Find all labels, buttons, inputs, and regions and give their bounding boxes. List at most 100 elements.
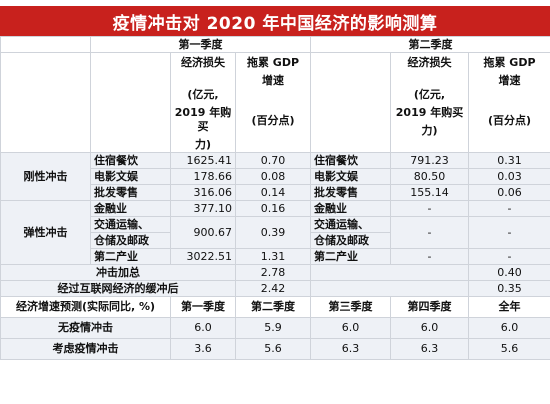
total-q1: 2.78 [235,264,311,281]
loss-cell: - [390,248,469,265]
gdp-cell: 0.16 [235,200,311,217]
loss-cell: 3022.51 [170,248,236,265]
figure-title: 疫情冲击对 2020 年中国经济的影响测算 [0,6,550,36]
category-cell: 第二产业 [310,248,391,265]
gdp-cell: 0.31 [468,152,550,169]
forecast-value: 6.3 [310,338,391,360]
gdp-cell: - [468,248,550,265]
category-cell: 金融业 [310,200,391,217]
gdp-cell: - [468,200,550,217]
category-cell: 交通运输、 [90,216,171,233]
category-cell: 住宿餐饮 [90,152,171,169]
gdp-cell: 0.14 [235,184,311,201]
loss-cell: 791.23 [390,152,469,169]
forecast-col: 第一季度 [170,296,236,318]
blank-cell [310,264,469,281]
impact-table: 第一季度 第二季度 经济损失 (亿元, 2019 年购买 力) 拖累 GDP 增… [0,36,550,360]
category-cell: 交通运输、 [310,216,391,233]
loss-label: 经济损失 [181,56,225,69]
q2-gdp-header: 拖累 GDP 增速 (百分点) [468,52,550,153]
forecast-value: 6.0 [390,317,469,339]
loss-cell: 155.14 [390,184,469,201]
q1-gdp-header: 拖累 GDP 增速 (百分点) [235,52,311,153]
loss-cell: 178.66 [170,168,236,185]
category-cell: 批发零售 [310,184,391,201]
gdp-cell: 0.39 [235,216,311,249]
forecast-row: 无疫情冲击 6.0 5.9 6.0 6.0 6.0 [0,317,550,339]
gdp-cell: 0.08 [235,168,311,185]
blank-cell [90,52,171,153]
q2-loss-header: 经济损失 (亿元, 2019 年购买 力) [390,52,469,153]
forecast-row-label: 无疫情冲击 [0,317,171,339]
total-label: 冲击加总 [0,264,236,281]
forecast-header-row: 经济增速预测(实际同比, %) 第一季度 第二季度 第三季度 第四季度 全年 [0,296,550,318]
loss-unit-3: 力) [421,124,438,137]
table-row: 交通运输、 900.67 0.39 交通运输、 - - [0,216,550,249]
loss-cell: 900.67 [170,216,236,249]
category-cell: 电影文娱 [90,168,171,185]
gdp-cell: 1.31 [235,248,311,265]
forecast-value: 3.6 [170,338,236,360]
gdp-cell: 0.03 [468,168,550,185]
blank-cell [0,36,91,53]
category-cell: 仓储及邮政 [90,232,171,249]
loss-unit-3: 力) [194,138,212,151]
forecast-value: 5.6 [468,338,550,360]
forecast-header-label: 经济增速预测(实际同比, %) [0,296,171,318]
group-rigid: 刚性冲击 [0,152,91,201]
category-cell: 第二产业 [90,248,171,265]
buffer-q2: 0.35 [468,280,550,297]
category-cell: 住宿餐饮 [310,152,391,169]
forecast-value: 6.0 [310,317,391,339]
forecast-col: 第四季度 [390,296,469,318]
loss-unit-1: (亿元, [413,88,446,101]
forecast-col: 全年 [468,296,550,318]
summary-row: 经过互联网经济的缓冲后 2.42 0.35 [0,280,550,297]
gdp-unit: (百分点) [487,114,532,127]
gdp-label-2: 增速 [262,74,284,87]
forecast-value: 5.9 [235,317,311,339]
loss-cell: - [390,200,469,217]
category-cell: 批发零售 [90,184,171,201]
gdp-label-2: 增速 [498,74,521,87]
buffer-label: 经过互联网经济的缓冲后 [0,280,236,297]
gdp-label: 拖累 GDP [246,56,300,69]
buffer-q1: 2.42 [235,280,311,297]
forecast-col: 第二季度 [235,296,311,318]
group-elastic: 弹性冲击 [0,200,91,265]
total-q2: 0.40 [468,264,550,281]
table-row: 弹性冲击 金融业 377.10 0.16 金融业 - - [0,200,550,265]
blank-cell [310,280,469,297]
loss-cell: 80.50 [390,168,469,185]
gdp-label: 拖累 GDP [483,56,536,69]
table-row: 刚性冲击 住宿餐饮 1625.41 0.70 住宿餐饮 791.23 0.31 [0,152,550,201]
gdp-cell: 0.70 [235,152,311,169]
loss-cell: 1625.41 [170,152,236,169]
blank-cell [310,52,391,153]
loss-label: 经济损失 [407,56,452,69]
loss-unit-2: 2019 年购买 [174,106,232,133]
table-row: 电影文娱 178.66 0.08 电影文娱 80.50 0.03 [0,168,550,185]
gdp-cell: - [468,216,550,249]
loss-unit-2: 2019 年购买 [395,106,464,119]
gdp-unit: (百分点) [251,114,295,127]
forecast-col: 第三季度 [310,296,391,318]
loss-cell: - [390,216,469,249]
forecast-row: 考虑疫情冲击 3.6 5.6 6.3 6.3 5.6 [0,338,550,360]
forecast-value: 6.3 [390,338,469,360]
forecast-value: 6.0 [170,317,236,339]
loss-cell: 316.06 [170,184,236,201]
q1-header: 第一季度 [90,36,311,53]
q2-header: 第二季度 [310,36,550,53]
quarter-header-row: 第一季度 第二季度 [0,36,550,53]
blank-cell [0,52,91,153]
forecast-value: 5.6 [235,338,311,360]
gdp-cell: 0.06 [468,184,550,201]
column-label-row: 经济损失 (亿元, 2019 年购买 力) 拖累 GDP 增速 (百分点) 经济… [0,52,550,153]
forecast-value: 6.0 [468,317,550,339]
category-cell: 金融业 [90,200,171,217]
summary-row: 冲击加总 2.78 0.40 [0,264,550,281]
category-cell: 仓储及邮政 [310,232,391,249]
loss-unit-1: (亿元, [187,88,219,101]
